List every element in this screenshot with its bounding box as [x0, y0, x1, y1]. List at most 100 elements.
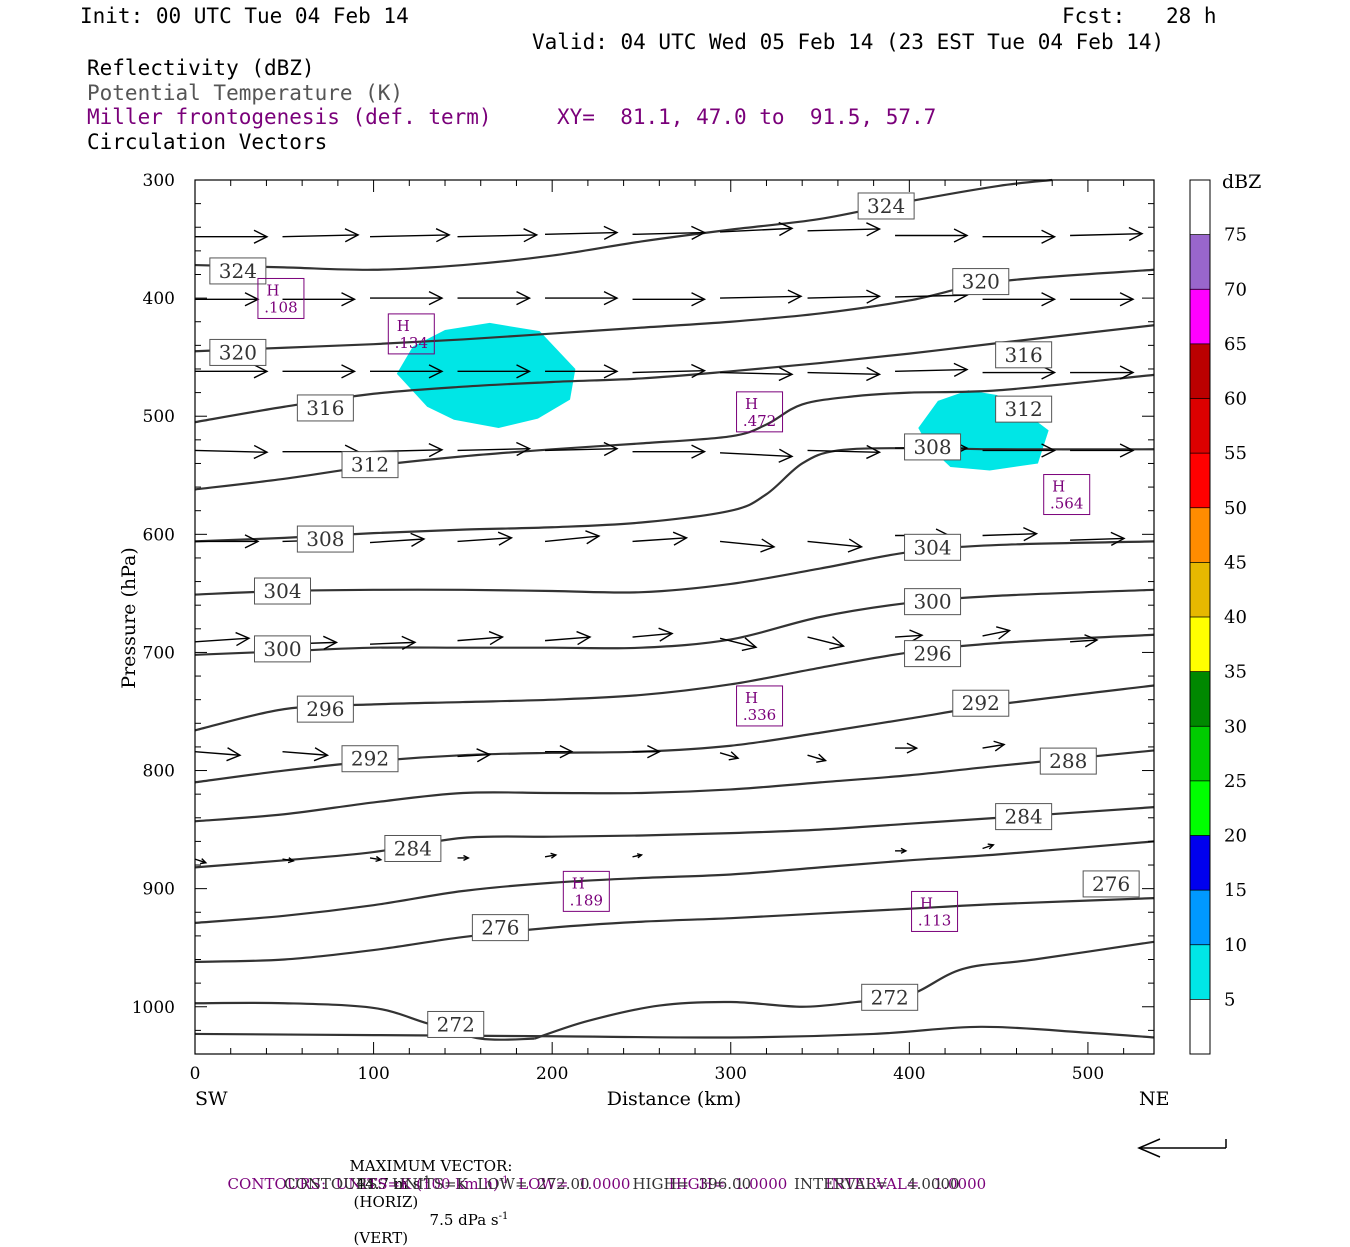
- colorbar-swatch-55: [1190, 398, 1210, 454]
- contour-info-exponent: -1: [498, 1175, 509, 1186]
- contour-label-272a-0: 272: [437, 1012, 475, 1036]
- contour-label-284-0: 284: [394, 836, 432, 860]
- circulation-vector-84: [982, 843, 995, 850]
- cross-section-chart: 3243243203203163163123123083083043043003…: [118, 171, 1261, 1158]
- frontogenesis-max-value: .564: [1050, 495, 1083, 513]
- vector-head: [816, 753, 828, 763]
- vector-shaft: [457, 537, 512, 543]
- vector-head: [778, 366, 794, 382]
- vector-shaft: [632, 537, 687, 543]
- circulation-vector-76: [982, 740, 1006, 752]
- frontogenesis-max-symbol: H: [397, 317, 410, 335]
- vector-shaft: [457, 636, 503, 642]
- y-tick-label-700: 700: [143, 643, 175, 663]
- circulation-vector-38: [545, 441, 619, 457]
- frontogenesis-max-box: [1043, 474, 1091, 516]
- frontogenesis-max-4: H.564: [1043, 474, 1091, 516]
- vector-head: [476, 748, 492, 763]
- frontogenesis-max-symbol: H: [920, 894, 933, 912]
- vector-shaft: [369, 538, 425, 544]
- circulation-vector-13: [282, 292, 357, 307]
- vector-head: [253, 444, 269, 460]
- x-tick-label-0: 0: [190, 1064, 201, 1084]
- vector-head: [428, 364, 444, 379]
- colorbar-swatch-40: [1190, 562, 1210, 617]
- vector-shaft: [807, 754, 826, 762]
- frontogenesis-max-6: H.189: [562, 870, 610, 912]
- circulation-vector-79: [369, 855, 383, 863]
- circulation-vector-7: [720, 221, 794, 237]
- vector-shaft: [982, 743, 1005, 749]
- circulation-vector-15: [457, 290, 532, 306]
- circulation-vector-83: [895, 847, 908, 854]
- colorbar-swatch-20: [1190, 780, 1210, 836]
- contour-label-308-0: 308: [306, 527, 344, 551]
- y-tick-label-400: 400: [143, 289, 175, 309]
- circulation-vector-17: [632, 292, 707, 307]
- y-tick-label-600: 600: [143, 525, 175, 545]
- colorbar-tick-60: 60: [1224, 389, 1247, 410]
- vector-head: [323, 635, 339, 650]
- vector-head: [1023, 527, 1039, 542]
- contour-labels: 324 324 320 320 316 316 312 312 308 308 304 304 300 3…: [209, 192, 1140, 1038]
- vector-head: [1084, 634, 1099, 648]
- colorbar-tick-45: 45: [1224, 552, 1247, 573]
- y-tick-label-500: 500: [143, 407, 175, 427]
- theta-contour-288: [194, 749, 1155, 823]
- frontogenesis-max-1: H.108: [257, 277, 305, 319]
- theta-contour-284: [194, 806, 1155, 869]
- contour-label-272b-0: 272: [871, 985, 909, 1009]
- contour-label-box-296-0: [296, 695, 354, 723]
- contour-label-box-300-0: [254, 635, 312, 663]
- colorbar-swatch-10: [1190, 890, 1210, 945]
- vector-head: [996, 626, 1012, 640]
- vector-head: [760, 538, 776, 553]
- vector-head: [866, 444, 882, 460]
- contour-label-box-284-1: [995, 803, 1053, 831]
- contour-label-292-1: 292: [962, 691, 1000, 715]
- frontogenesis-max-symbol: H: [572, 874, 585, 892]
- circulation-vector-16: [545, 290, 619, 306]
- vector-head: [603, 290, 619, 306]
- circulation-vector-61: [632, 627, 674, 642]
- circulation-vectors: [194, 221, 1144, 865]
- vector-shaft: [282, 234, 359, 238]
- vector-shaft: [194, 637, 250, 643]
- circulation-vector-21: [982, 292, 1057, 307]
- circulation-vector-2: [282, 228, 360, 243]
- max-vector-horiz-exponent: -1: [420, 1175, 431, 1186]
- contour-label-box-304-0: [254, 577, 312, 605]
- circulation-vector-25: [370, 364, 444, 379]
- circulation-vector-71: [545, 744, 574, 759]
- contour-info-prefix: CONTOURS: UNITS=K (100 km h): [227, 1175, 499, 1193]
- vector-head: [516, 441, 532, 457]
- contour-label-296-0: 296: [306, 697, 344, 721]
- vector-shaft: [1070, 537, 1125, 541]
- theta-contour-324: [194, 178, 1053, 271]
- vector-head: [488, 630, 505, 646]
- vector-head: [672, 531, 689, 546]
- vector-shaft: [719, 752, 739, 759]
- frontogenesis-max-value: .336: [743, 706, 776, 724]
- max-vector-line: MAXIMUM VECTOR: 44.7 m s-1 (HORIZ) 7.5 d…: [340, 1139, 513, 1247]
- circulation-vector-52: [807, 538, 864, 553]
- vector-head: [691, 363, 707, 379]
- frontogenesis-max-value: .189: [570, 891, 603, 909]
- contour-label-276-0: 276: [481, 916, 519, 940]
- x-tick-label-400: 400: [893, 1064, 925, 1084]
- contour-label-292-0: 292: [351, 747, 389, 771]
- colorbar-swatch-70: [1190, 234, 1210, 290]
- frontogenesis-max-3: H.472: [736, 391, 784, 433]
- vector-head: [576, 630, 592, 646]
- colorbar-tick-40: 40: [1224, 607, 1247, 628]
- circulation-vector-66: [1070, 634, 1099, 648]
- vector-head: [603, 441, 619, 457]
- contour-label-box-312-1: [995, 395, 1053, 423]
- vector-head: [741, 637, 758, 652]
- circulation-vector-5: [545, 225, 619, 240]
- valid-time: Valid: 04 UTC Wed 05 Feb 14 (23 EST Tue …: [532, 30, 1165, 54]
- vector-head: [516, 290, 532, 306]
- vector-shaft: [282, 858, 294, 862]
- vector-head: [200, 858, 208, 865]
- contour-label-288-0: 288: [1049, 749, 1087, 773]
